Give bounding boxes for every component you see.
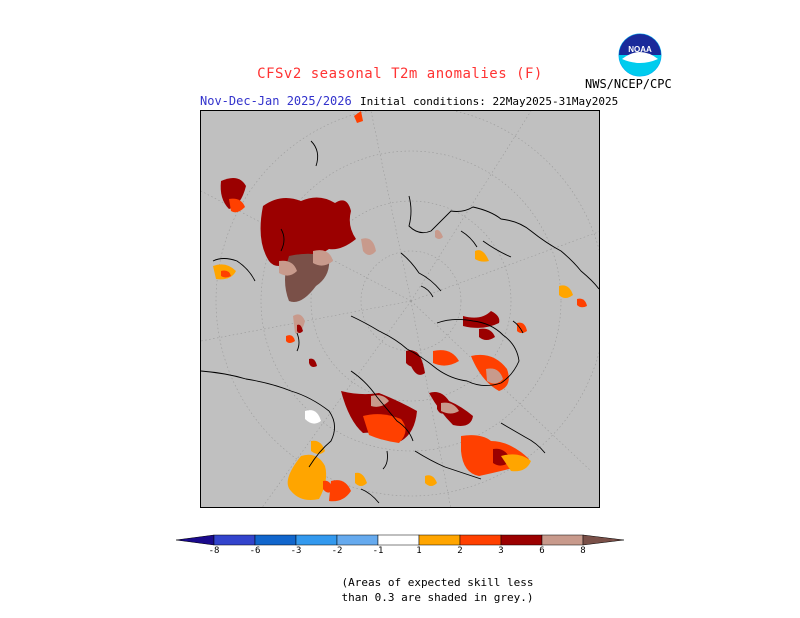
- northamerica-anomalies: [406, 311, 527, 414]
- colorbar-label-m6: -6: [249, 546, 261, 556]
- colorbar-swatch-m8-m6: [213, 534, 256, 546]
- asia-anomalies: [287, 229, 587, 502]
- colorbar-label-m8: -8: [208, 546, 220, 556]
- colorbar-label-m3: -3: [290, 546, 302, 556]
- map-frame: [200, 110, 600, 508]
- colorbar-swatch-m1-1: [377, 534, 420, 546]
- colorbar-swatch-m3-m2: [295, 534, 338, 546]
- colorbar-swatch-p6-p8: [541, 534, 584, 546]
- initial-conditions-label: Initial conditions: 22May2025-31May2025: [360, 95, 619, 108]
- colorbar-swatch-below-8: [176, 534, 215, 546]
- noaa-logo-icon: NOAA: [618, 33, 662, 77]
- colorbar: [176, 534, 625, 546]
- anomaly-map: [201, 111, 599, 507]
- logo-text: NOAA: [628, 45, 652, 54]
- colorbar-swatch-m2-m1: [336, 534, 379, 546]
- colorbar-label-p3: 3: [498, 546, 504, 556]
- colorbar-label-p6: 6: [539, 546, 545, 556]
- colorbar-label-m2: -2: [331, 546, 343, 556]
- colorbar-label-p1: 1: [416, 546, 422, 556]
- europe-anomalies: [213, 111, 376, 367]
- colorbar-label-p8: 8: [580, 546, 586, 556]
- skill-note-line1: (Areas of expected skill less: [341, 576, 534, 589]
- colorbar-label-p2: 2: [457, 546, 463, 556]
- season-label: Nov-Dec-Jan 2025/2026: [200, 94, 352, 108]
- colorbar-swatch-p2-p3: [459, 534, 502, 546]
- colorbar-swatch-p1-p2: [418, 534, 461, 546]
- colorbar-swatch-above-8: [582, 534, 625, 546]
- colorbar-swatch-m6-m3: [254, 534, 297, 546]
- agency-label: NWS/NCEP/CPC: [585, 77, 672, 91]
- colorbar-label-m1: -1: [372, 546, 384, 556]
- graticule: [201, 111, 599, 507]
- chart-title: CFSv2 seasonal T2m anomalies (F): [257, 66, 543, 82]
- coastlines: [201, 140, 599, 504]
- skill-note-line2: than 0.3 are shaded in grey.): [341, 591, 534, 604]
- colorbar-swatch-p3-p6: [500, 534, 543, 546]
